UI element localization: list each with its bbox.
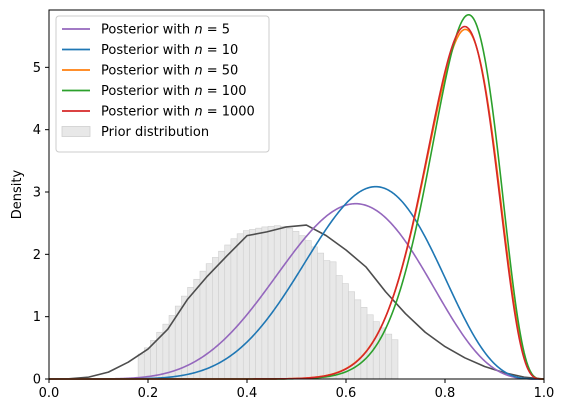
prior-bar: [341, 283, 349, 380]
legend-label-n-5: Posterior with n = 5: [101, 23, 230, 38]
prior-bar: [261, 226, 269, 380]
prior-bar: [280, 225, 287, 380]
prior-bar: [193, 278, 201, 380]
y-axis-label: Density: [10, 169, 25, 219]
prior-bar: [335, 275, 343, 380]
y-tick-label: 3: [33, 186, 41, 201]
prior-bar: [385, 333, 393, 380]
legend: Posterior with n = 5 Posterior with n = 1…: [55, 15, 270, 153]
prior-bar: [329, 261, 337, 380]
prior-bar: [212, 257, 219, 380]
prior-bar: [311, 246, 318, 380]
y-tick-label: 5: [33, 61, 41, 76]
prior-bar: [317, 252, 325, 380]
x-tick-label: 0.2: [138, 386, 159, 401]
x-tick-label: 0.4: [237, 386, 258, 401]
y-axis-ticks: 0 1 2 3 4 5: [33, 61, 49, 388]
legend-label-n-1000: Posterior with n = 1000: [101, 105, 255, 120]
y-tick-label: 4: [33, 123, 41, 138]
prior-bar: [267, 225, 275, 380]
y-tick-label: 2: [33, 248, 41, 263]
legend-box: [55, 15, 270, 153]
prior-bar: [242, 230, 250, 380]
prior-bar: [372, 321, 380, 380]
prior-bar: [298, 235, 306, 380]
y-tick-label: 0: [33, 373, 41, 388]
x-axis-ticks: 0.0 0.2 0.4 0.6 0.8 1.0: [39, 379, 555, 401]
x-tick-label: 0.8: [435, 386, 456, 401]
prior-bar: [230, 238, 238, 380]
axes-frame: [48, 9, 545, 380]
prior-kde-curve-group: [48, 224, 545, 380]
x-tick-label: 1.0: [534, 386, 555, 401]
prior-bar: [360, 307, 368, 380]
legend-swatch-prior: [61, 126, 91, 137]
prior-bar: [323, 260, 331, 380]
legend-label-prior: Prior distribution: [101, 125, 209, 140]
y-tick-label: 1: [33, 310, 41, 325]
x-tick-label: 0.0: [39, 386, 60, 401]
legend-label-n-10: Posterior with n = 10: [101, 43, 238, 58]
prior-bar: [199, 270, 207, 380]
prior-bar: [143, 347, 151, 380]
legend-label-n-50: Posterior with n = 50: [101, 64, 238, 79]
prior-bar: [391, 339, 399, 380]
prior-bar: [286, 227, 294, 380]
prior-histogram: [137, 225, 399, 380]
x-tick-label: 0.6: [336, 386, 357, 401]
prior-bar: [236, 233, 244, 380]
prior-kde-line: [48, 224, 545, 380]
legend-label-n-100: Posterior with n = 100: [101, 84, 247, 99]
prior-bar: [205, 263, 213, 380]
prior-bar: [137, 353, 145, 380]
